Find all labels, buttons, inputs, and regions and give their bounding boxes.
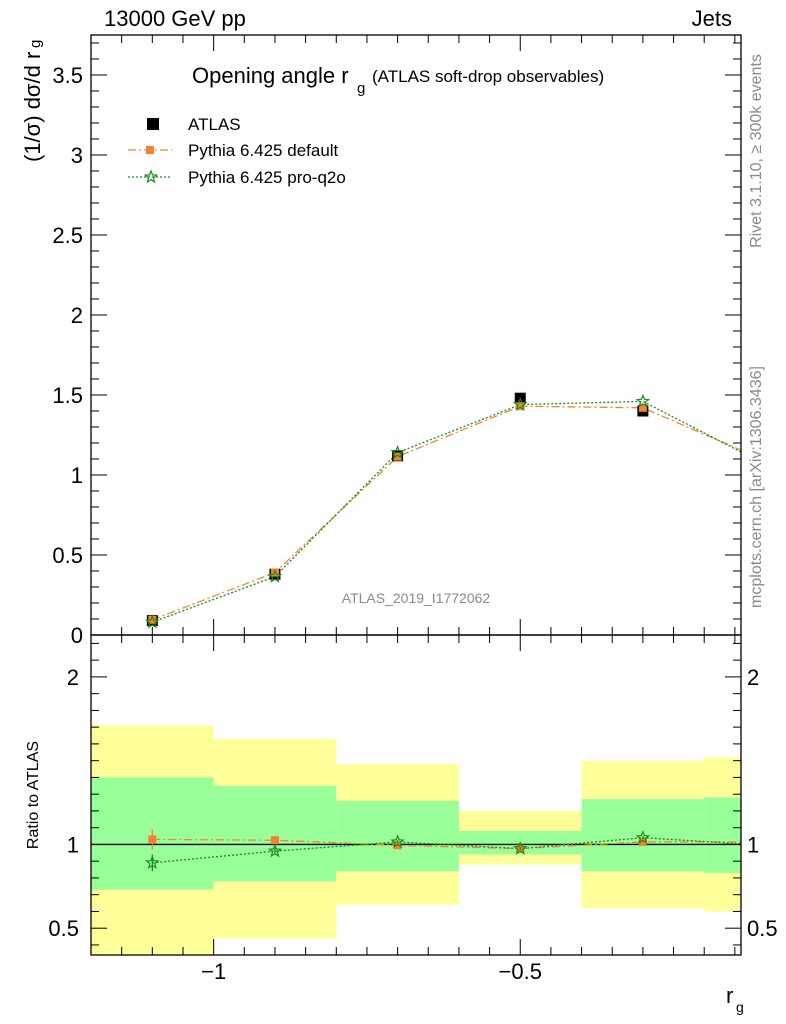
y-tick-label: 2 (71, 303, 83, 328)
ratio-point-pythia-default-4 (638, 837, 647, 846)
ratio-point-pythia-pro-q2o-1 (267, 843, 283, 858)
point-pythia-default-3 (516, 402, 525, 411)
chart-title-rest: (ATLAS soft-drop observables) (372, 67, 604, 86)
point-pythia-pro-q2o-4 (635, 393, 651, 408)
series-line-pythia-default (152, 405, 741, 621)
ratio-y-tick-label-right: 2 (747, 665, 759, 690)
x-tick-label: −1 (201, 959, 226, 984)
y-tick-label: 1 (71, 463, 83, 488)
mcplots-label: mcplots.cern.ch [arXiv:1306.3436] (748, 366, 765, 608)
band-inner-1 (213, 785, 337, 882)
y-tick-label: 0 (71, 623, 83, 648)
point-pythia-default-1 (270, 568, 279, 577)
ratio-point-pythia-pro-q2o-3 (512, 840, 528, 855)
legend-marker-atlas (147, 118, 159, 130)
ratio-y-tick-label-right: 1 (747, 832, 759, 857)
point-pythia-default-0 (148, 615, 157, 624)
y-tick-label: 3.5 (52, 63, 83, 88)
ratio-point-pythia-default-0 (148, 835, 157, 844)
ratio-point-pythia-pro-q2o-0 (145, 855, 160, 870)
ratio-point-pythia-pro-q2o-2 (390, 834, 405, 849)
ratio-y-tick-label: 0.5 (48, 916, 79, 941)
ratio-line-pythia-default (152, 838, 741, 850)
point-pythia-pro-q2o-0 (145, 614, 160, 629)
x-tick-label: −0.5 (499, 959, 542, 984)
series-line-pythia-pro-q2o (152, 400, 741, 623)
y-tick-label: 3 (71, 143, 83, 168)
y-axis-label-subscript: g (27, 40, 44, 48)
rivet-label: Rivet 3.1.10, ≥ 300k events (748, 54, 765, 248)
ratio-point-pythia-pro-q2o-4 (635, 830, 651, 844)
chart-title-subscript: g (357, 80, 365, 97)
x-axis-label-subscript: g (736, 999, 744, 1015)
ratio-line-pythia-pro-q2o (152, 837, 741, 864)
ratio-point-pythia-default-2 (393, 841, 402, 850)
legend-label: ATLAS (188, 115, 241, 134)
point-pythia-default-4 (638, 403, 647, 412)
point-pythia-pro-q2o-2 (390, 444, 405, 459)
ratio-frame (90, 634, 742, 956)
ratio-point-pythia-default-5 (762, 838, 770, 846)
ratio-point-pythia-pro-q2o-5 (760, 839, 771, 850)
legend-label: Pythia 6.425 default (188, 141, 339, 160)
x-axis-label: r (726, 983, 733, 1008)
y-tick-label: 2.5 (52, 223, 83, 248)
point-pythia-pro-q2o-3 (512, 396, 528, 411)
ratio-point-pythia-default-1 (270, 836, 279, 845)
chart-title: Opening angle r (192, 63, 349, 88)
band-inner-4 (581, 799, 705, 872)
ratio-y-tick-label: 2 (67, 665, 79, 690)
ratio-y-tick-label-right: 0.5 (747, 916, 778, 941)
legend-marker-pythia-pro-q2o (143, 169, 159, 184)
band-inner-5 (704, 797, 741, 873)
legend-label: Pythia 6.425 pro-q2o (188, 168, 346, 187)
point-pythia-default-2 (393, 452, 402, 461)
analysis-watermark: ATLAS_2019_I1772062 (342, 590, 491, 606)
legend-marker-pythia-default (146, 146, 154, 154)
y-axis-label: (1/σ) dσ/d r (20, 52, 45, 162)
header-right: Jets (691, 6, 732, 31)
point-pythia-pro-q2o-1 (267, 568, 283, 583)
ratio-y-tick-label: 1 (67, 832, 79, 857)
header-left: 13000 GeV pp (104, 6, 246, 31)
y-tick-label: 1.5 (52, 383, 83, 408)
ratio-y-axis-label: Ratio to ATLAS (25, 741, 42, 849)
y-tick-label: 0.5 (52, 543, 83, 568)
